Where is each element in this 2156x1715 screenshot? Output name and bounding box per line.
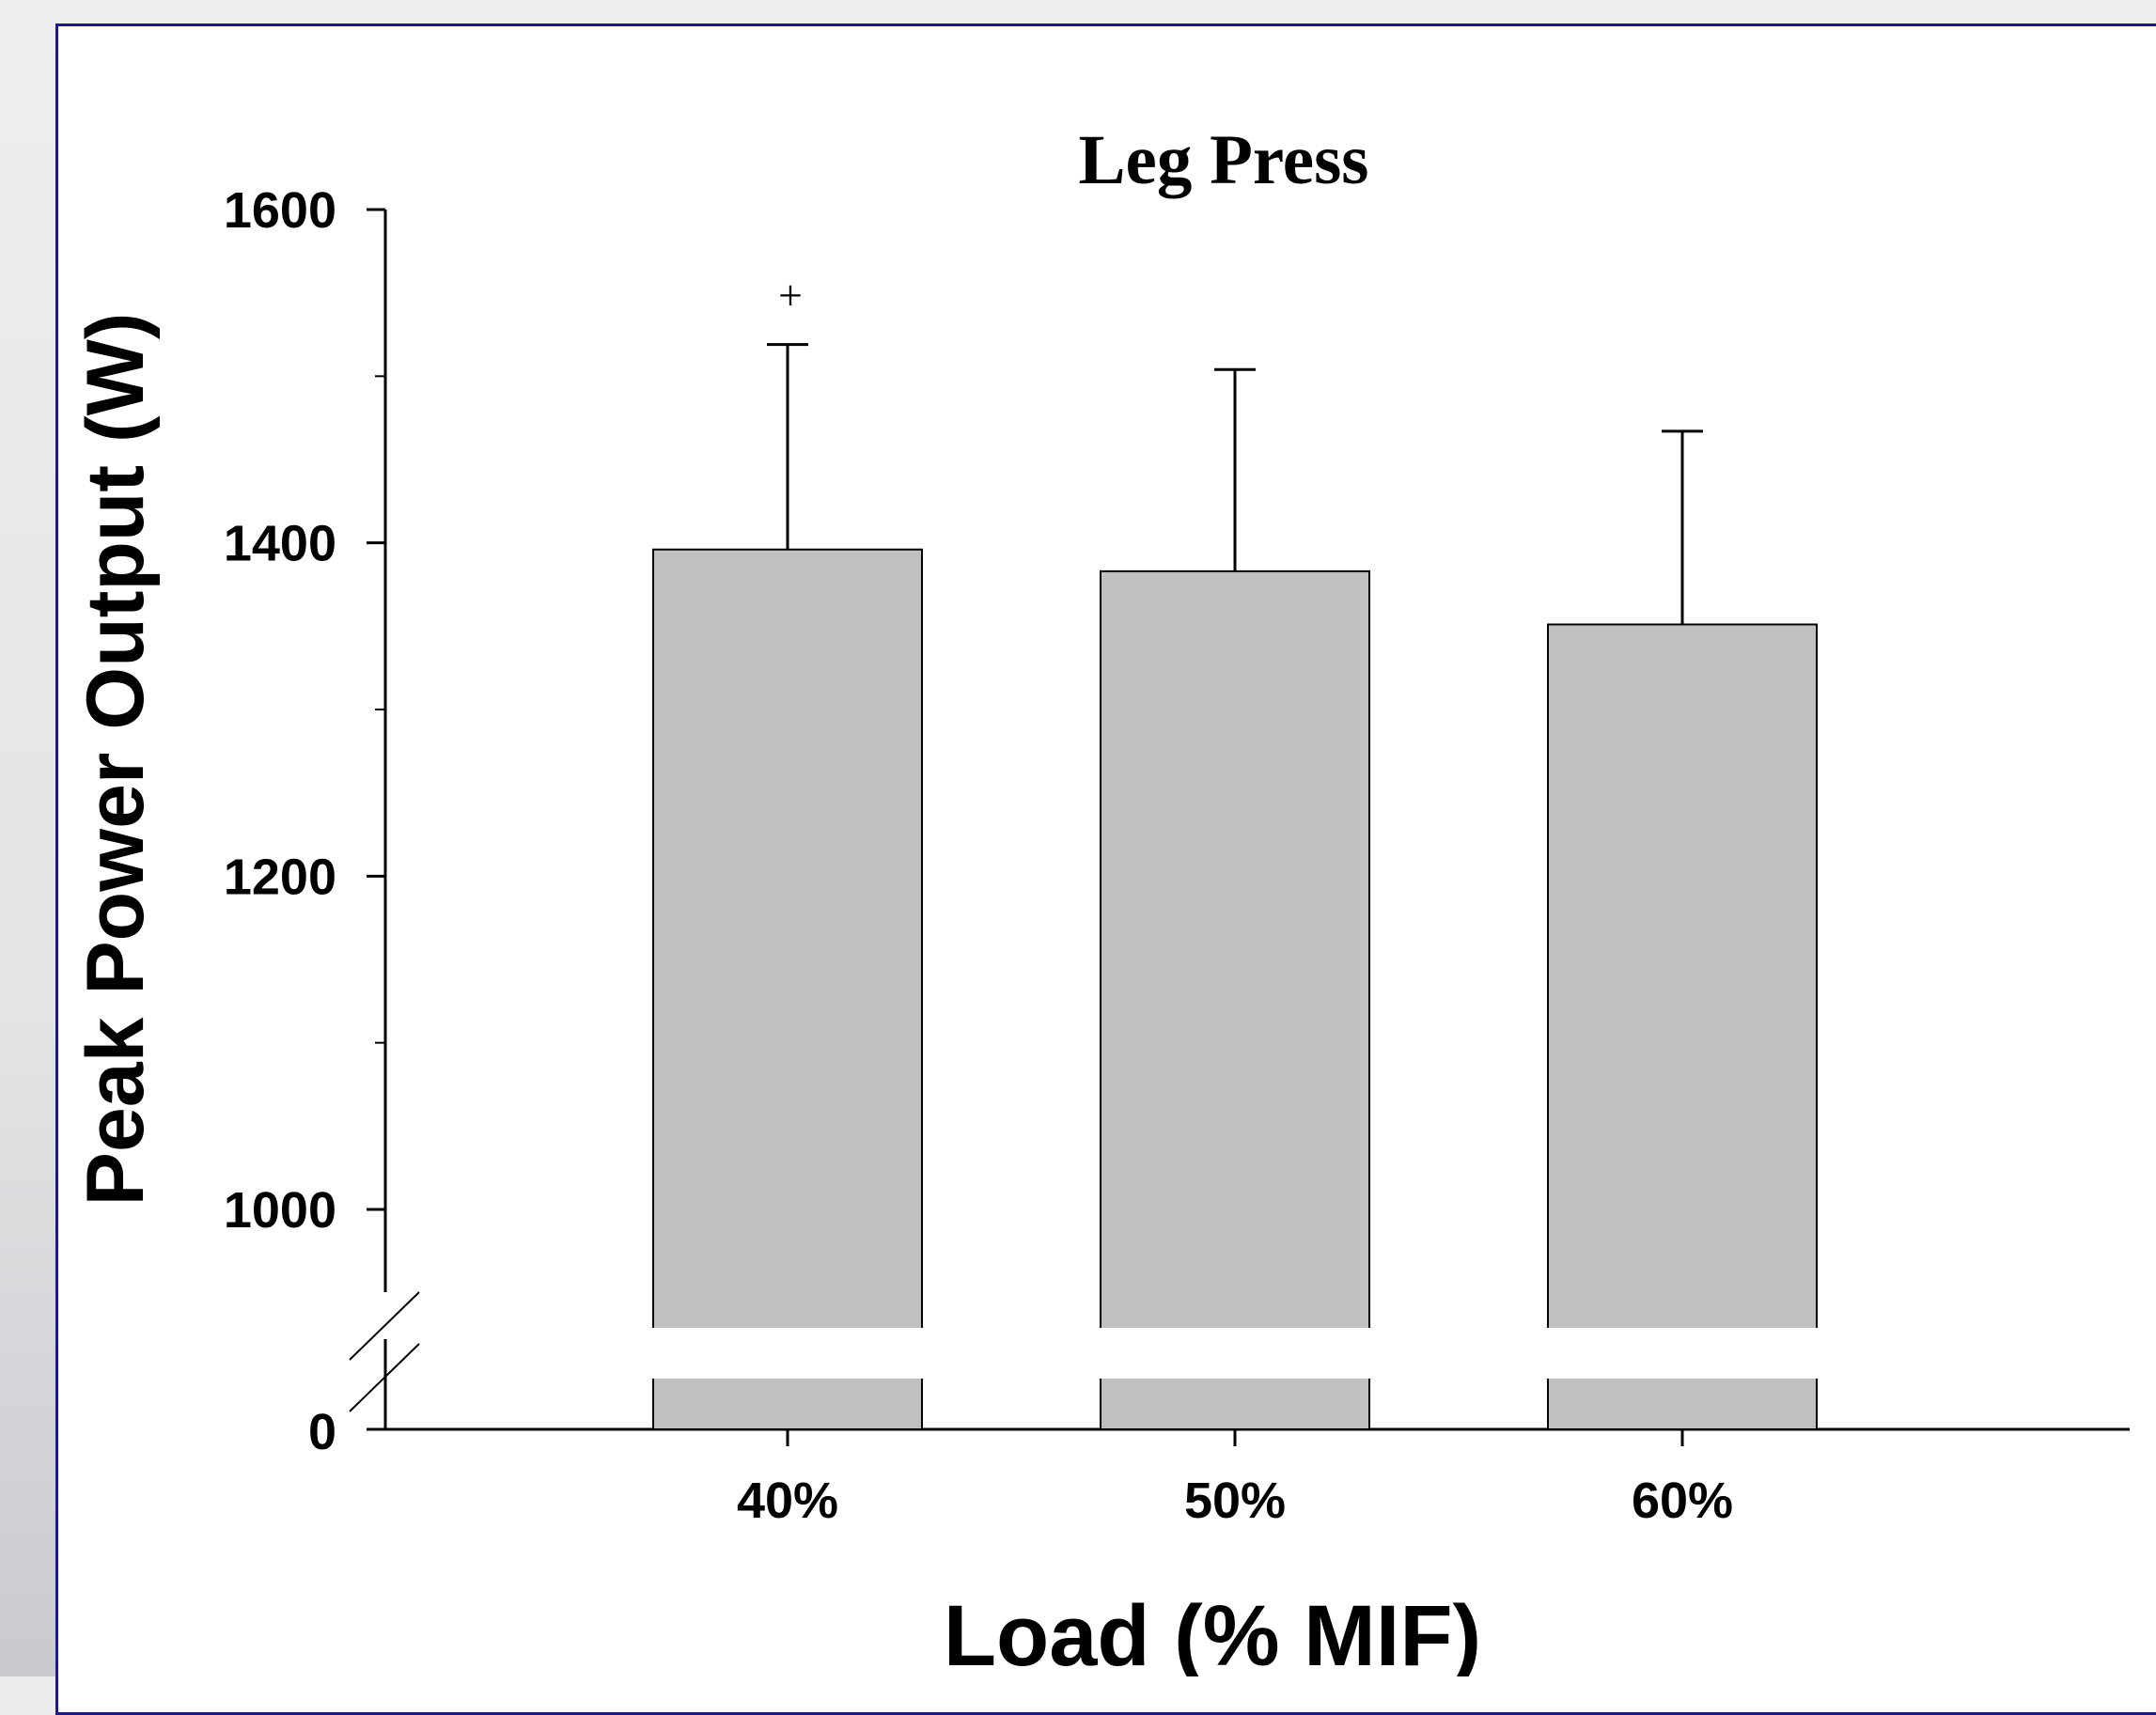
error-bars (767, 343, 1703, 625)
significance-marker: + (778, 272, 803, 320)
bar (1547, 623, 1818, 1328)
x-axis-label: Load (% MIF) (944, 1588, 1481, 1676)
x-tick-label: 40% (737, 1473, 838, 1529)
y-tick-label: 0 (308, 1404, 336, 1460)
y-tick-label: 1600 (224, 182, 336, 239)
y-tick-label: 1000 (224, 1182, 336, 1239)
bars (652, 548, 1818, 1429)
chart-title: Leg Press (1079, 121, 1369, 199)
y-tick-label: 1200 (224, 849, 336, 905)
tick-labels: 1000 1200 1400 1600 0 40% 50% 60% + (224, 182, 1733, 1529)
bar (652, 548, 923, 1328)
axes (349, 208, 2130, 1446)
y-axis-label: Peak Power Output (W) (70, 313, 161, 1207)
y-tick-label: 1400 (224, 516, 336, 572)
bar-chart: Leg Press Peak Power Output (W) Load (% … (70, 121, 2130, 1676)
axis-break-mark (349, 1343, 420, 1412)
x-tick-label: 60% (1632, 1473, 1733, 1529)
bar-lower-outline (1547, 1379, 1818, 1429)
bar-lower-outline (1100, 1379, 1370, 1429)
axis-break-mark (349, 1291, 420, 1361)
bar-lower-outline (652, 1379, 923, 1429)
bar-lower (1549, 1379, 1816, 1428)
x-tick-label: 50% (1184, 1473, 1286, 1529)
bar-lower (654, 1379, 921, 1428)
bar (1100, 569, 1370, 1328)
bar-lower (1101, 1379, 1368, 1428)
